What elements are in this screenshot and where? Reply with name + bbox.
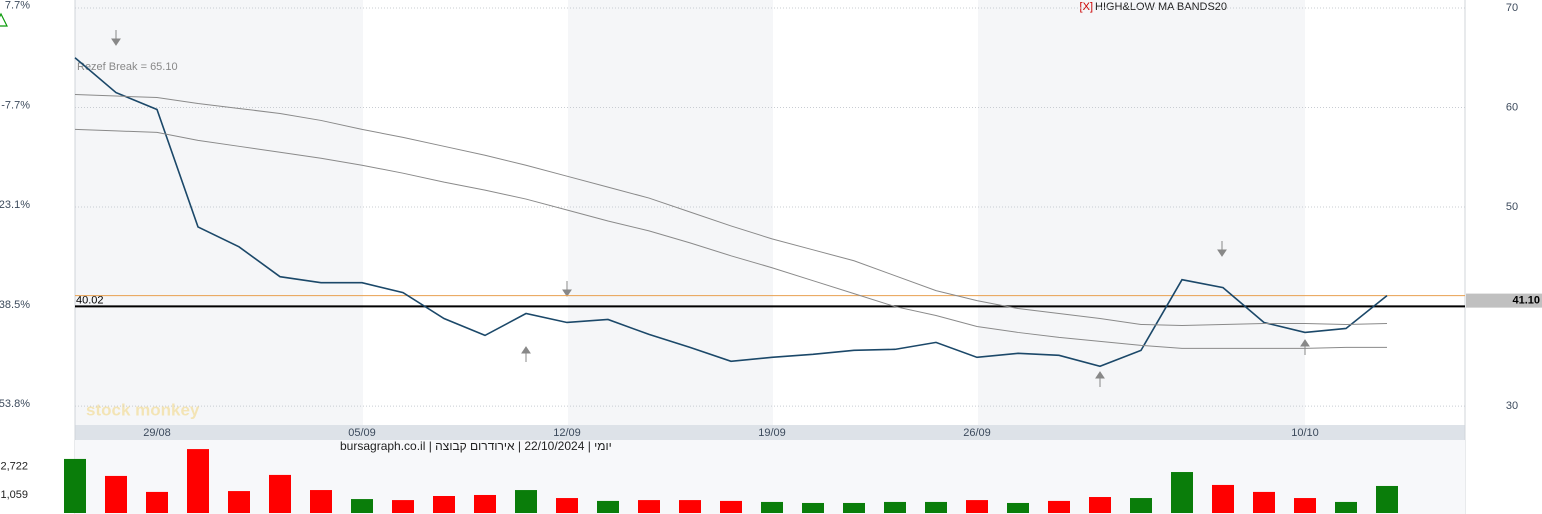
- y2-tick-label: -53.8%: [0, 398, 30, 410]
- volume-bar: [269, 474, 291, 513]
- volume-bar: [310, 490, 332, 513]
- volume-bar: [1048, 500, 1070, 513]
- x-tick-label: 12/09: [553, 427, 581, 439]
- down-arrow: [1217, 241, 1227, 257]
- volume-bar: [1007, 502, 1029, 513]
- volume-bar: [1335, 501, 1357, 513]
- volume-bar: [679, 500, 701, 513]
- volume-bar: [966, 500, 988, 513]
- y-tick-label: 60: [1506, 101, 1518, 113]
- volume-bar: [843, 502, 865, 513]
- volume-bar: [1212, 484, 1234, 513]
- volume-bar: [802, 502, 824, 513]
- week-shade: [75, 0, 363, 425]
- y-tick-label: 1,059: [0, 489, 28, 501]
- y2-tick-label: 7.7%: [5, 0, 30, 12]
- volume-bar: [1253, 491, 1275, 513]
- volume-bar: [1171, 472, 1193, 513]
- annotation: Rezef Break = 65.10: [77, 61, 178, 73]
- indicator-tag: [X]: [1080, 1, 1093, 13]
- up-arrow: [1095, 371, 1105, 387]
- down-arrow: [562, 281, 572, 297]
- indicator-label: HIGH&LOW MA BANDS20: [1095, 1, 1227, 13]
- y-tick-label: 50: [1506, 201, 1518, 213]
- up-arrow: [521, 346, 531, 362]
- last-price-box: [1466, 293, 1542, 308]
- volume-bar: [884, 501, 906, 513]
- x-tick-label: 29/08: [143, 427, 171, 439]
- y2-tick-label: -7.7%: [1, 99, 30, 111]
- volume-bar: [597, 500, 619, 513]
- x-tick-label: 10/10: [1291, 427, 1319, 439]
- watermark: stock monkey: [86, 400, 200, 419]
- volume-bar: [720, 500, 742, 513]
- y-tick-label: 30: [1506, 400, 1518, 412]
- y-tick-label: 2,722: [0, 461, 28, 473]
- volume-bar: [1376, 485, 1398, 513]
- week-shade: [978, 0, 1305, 425]
- caption: יומי | 22/10/2024 | אירודרום קבוצה | bur…: [340, 439, 612, 453]
- volume-bar: [105, 475, 127, 513]
- volume-bar: [925, 501, 947, 513]
- volume-bar: [515, 490, 537, 513]
- support-label: 40.02: [76, 294, 104, 306]
- y2-tick-label: -23.1%: [0, 199, 30, 211]
- series-line: [74, 57, 1388, 368]
- volume-bar: [638, 500, 660, 513]
- series-line: [74, 94, 1388, 326]
- volume-bar: [761, 501, 783, 513]
- x-tick-label: 05/09: [348, 427, 376, 439]
- volume-bar: [433, 496, 455, 513]
- week-shade: [568, 0, 773, 425]
- series-line: [74, 128, 1387, 349]
- down-arrow: [111, 30, 121, 46]
- volume-bar: [228, 491, 250, 513]
- last-price-label: 41.10: [1512, 295, 1540, 307]
- volume-bar: [1089, 497, 1111, 513]
- volume-bar: [1130, 498, 1152, 513]
- up-triangle: [0, 12, 8, 27]
- volume-bar: [351, 499, 373, 513]
- x-tick-label: 19/09: [758, 427, 786, 439]
- volume-bar: [474, 494, 496, 513]
- volume-bar: [146, 491, 168, 513]
- volume-bar: [392, 500, 414, 513]
- volume-bar: [1294, 498, 1316, 513]
- y-tick-label: 70: [1506, 2, 1518, 14]
- date-strip: [75, 425, 1465, 440]
- x-tick-label: 26/09: [963, 427, 991, 439]
- volume-bar: [556, 498, 578, 513]
- volume-bar: [187, 449, 209, 513]
- volume-bar: [64, 458, 86, 513]
- y2-tick-label: -38.5%: [0, 299, 30, 311]
